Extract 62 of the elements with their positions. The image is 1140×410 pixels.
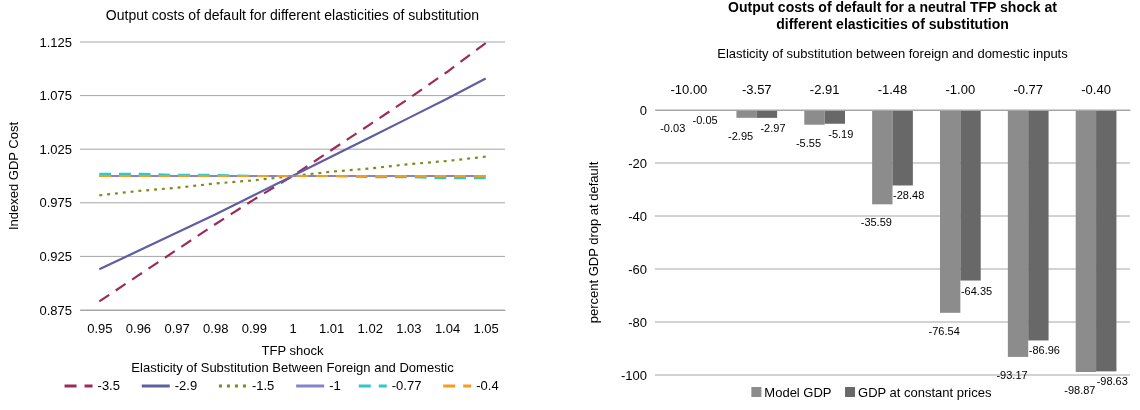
x-tick-label: -0.40 — [1081, 82, 1111, 97]
data-label: -28.48 — [893, 189, 925, 202]
legend-label: -3.5 — [97, 378, 120, 393]
data-label: -2.95 — [728, 129, 754, 142]
x-tick-label: -10.00 — [670, 82, 708, 97]
x-tick-label: 1.04 — [434, 321, 461, 337]
x-tick-label: -1.00 — [945, 82, 976, 97]
x-tick-label: 0.99 — [241, 321, 268, 337]
line-series — [98, 77, 487, 271]
chart-title: Output costs of default for different elasticities of substitution — [105, 7, 480, 23]
data-label: -93.17 — [996, 368, 1028, 381]
x-tick-label: 1.05 — [473, 321, 499, 337]
x-tick-label: 1.03 — [396, 321, 422, 337]
legend-label: -0.4 — [476, 378, 499, 393]
line-series — [98, 155, 487, 197]
x-tick-label: 0.96 — [125, 321, 152, 337]
data-label: -76.54 — [928, 324, 960, 337]
y-axis-title: percent GDP drop at default — [586, 161, 601, 324]
y-tick-label: 1.125 — [39, 34, 72, 50]
x-tick-label: -3.57 — [741, 82, 772, 97]
x-tick-label: 0.95 — [87, 321, 113, 337]
legend-label: -2.9 — [174, 378, 198, 393]
line-series — [98, 41, 487, 303]
data-label: -5.55 — [795, 136, 821, 149]
y-tick-label: -60 — [628, 261, 647, 277]
data-label: -98.63 — [1096, 375, 1128, 388]
legend-label: Model GDP — [764, 385, 832, 400]
y-tick-label: 0 — [639, 102, 647, 118]
x-tick-label: -0.77 — [1013, 82, 1044, 97]
x-tick-label: -2.91 — [809, 82, 840, 97]
data-label: -0.05 — [692, 114, 718, 127]
y-tick-label: -20 — [628, 155, 647, 171]
y-axis-title: Indexed GDP Cost — [6, 121, 21, 231]
legend-title: Elasticity of Substitution Between Foreign and Domestic — [131, 360, 455, 375]
x-tick-label: 1.01 — [318, 321, 345, 337]
x-tick-label: -1.48 — [877, 82, 908, 97]
x-tick-label: 1.02 — [357, 321, 383, 337]
data-label: -86.96 — [1028, 344, 1060, 357]
x-tick-label: 1 — [289, 321, 297, 337]
y-tick-label: -80 — [628, 314, 647, 330]
y-tick-label: 1.025 — [39, 141, 72, 157]
data-label: -2.97 — [760, 121, 786, 134]
x-axis-title: TFP shock — [261, 343, 324, 358]
data-label: -35.59 — [860, 216, 892, 229]
data-label: -64.35 — [960, 284, 993, 297]
legend-label: -1.5 — [251, 378, 275, 393]
data-label: -5.19 — [828, 127, 854, 140]
y-tick-label: 0.925 — [39, 249, 72, 265]
legend-label: -1 — [329, 378, 341, 393]
x-tick-label: 0.98 — [203, 321, 229, 337]
y-tick-label: 0.875 — [39, 302, 72, 318]
y-tick-label: -100 — [620, 367, 647, 383]
y-tick-label: 0.975 — [39, 195, 72, 211]
y-tick-label: -40 — [628, 208, 647, 224]
data-label: -98.87 — [1064, 384, 1096, 397]
data-label: -0.03 — [660, 122, 686, 135]
y-tick-label: 1.075 — [39, 88, 72, 104]
chart-title: Output costs of default for a neutral TFP shock at different elasticities of substitution — [728, 0, 1058, 32]
x-axis-title: Elasticity of substitution between foreign and domestic inputs — [717, 46, 1069, 61]
legend-label: -0.77 — [391, 378, 422, 393]
legend-label: GDP at constant prices — [858, 385, 992, 400]
x-tick-label: 0.97 — [164, 321, 190, 337]
